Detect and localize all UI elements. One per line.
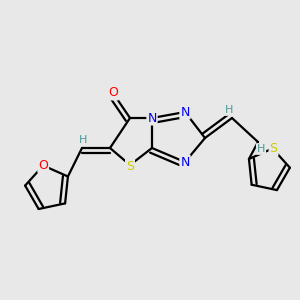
Text: N: N bbox=[147, 112, 157, 124]
Text: N: N bbox=[180, 106, 190, 118]
Text: O: O bbox=[38, 159, 48, 172]
Text: H: H bbox=[257, 144, 265, 154]
Text: S: S bbox=[126, 160, 134, 172]
Text: N: N bbox=[180, 155, 190, 169]
Text: O: O bbox=[108, 86, 118, 100]
Text: H: H bbox=[79, 135, 87, 145]
Text: H: H bbox=[225, 105, 233, 115]
Text: S: S bbox=[270, 142, 278, 155]
